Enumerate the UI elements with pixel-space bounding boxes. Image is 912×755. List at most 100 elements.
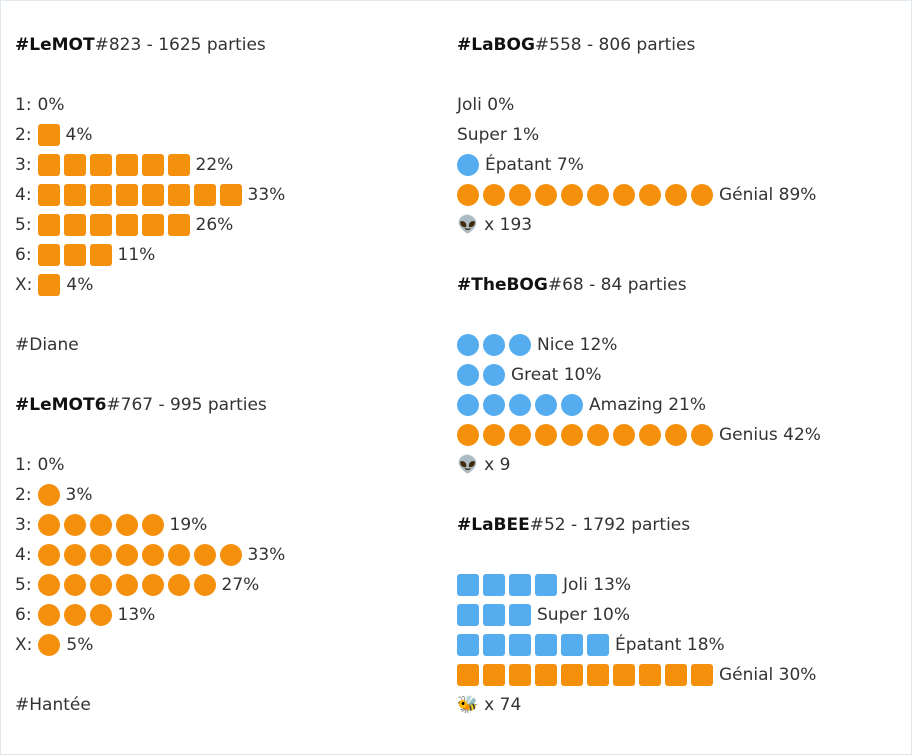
emoji-icon — [587, 184, 609, 206]
row-text: x 74 — [484, 695, 522, 715]
emoji-icon — [89, 214, 112, 236]
row-text: 33% — [247, 545, 286, 565]
result-row: Super 10% — [457, 600, 630, 630]
emoji-icon — [535, 664, 557, 686]
result-row: X: 5% — [15, 630, 93, 660]
emoji-icon — [37, 604, 60, 626]
row-prefix: 4: — [15, 545, 32, 565]
emoji-icon — [141, 544, 164, 566]
emoji-icon — [457, 334, 479, 356]
emoji-icon — [561, 394, 583, 416]
row-text: Génial 89% — [719, 185, 817, 205]
result-row: Génial 30% — [457, 660, 816, 690]
emoji-icon — [115, 574, 138, 596]
emoji-icon — [483, 664, 505, 686]
emoji-icon — [89, 574, 112, 596]
emoji-icon — [691, 184, 713, 206]
emoji-icon — [219, 544, 242, 566]
emoji-icon — [115, 214, 138, 236]
emoji-icon — [561, 424, 583, 446]
emoji-icon — [483, 424, 505, 446]
emoji-icon — [37, 184, 60, 206]
hashtag: #TheBOG — [457, 275, 548, 295]
row-prefix: 5: — [15, 215, 32, 235]
row-text: Épatant 7% — [485, 155, 584, 175]
row-text: 26% — [195, 215, 234, 235]
emoji-icon — [665, 424, 687, 446]
emoji-icon — [457, 634, 479, 656]
emoji-icon — [535, 424, 557, 446]
emoji-icon — [483, 574, 505, 596]
emoji-icon — [457, 604, 479, 626]
emoji-icon — [141, 184, 164, 206]
emoji-icon — [613, 664, 635, 686]
emoji-icon — [167, 574, 190, 596]
result-row: 6: 11% — [15, 240, 155, 270]
emoji-icon — [37, 484, 60, 506]
hashtag: #LeMOT6 — [15, 395, 107, 415]
emoji-icon — [89, 604, 112, 626]
result-row: 5: 26% — [15, 210, 233, 240]
result-row: Joli 13% — [457, 570, 631, 600]
emoji-icon — [561, 184, 583, 206]
emoji-icon — [141, 214, 164, 236]
row-text: Amazing 21% — [589, 395, 707, 415]
emoji-icon — [457, 364, 479, 386]
emoji-icon — [63, 514, 86, 536]
block-header: #LaBEE #52 - 1792 parties — [457, 510, 690, 540]
result-row: 4: 33% — [15, 540, 285, 570]
row-text: Nice 12% — [537, 335, 618, 355]
result-row: 2: 3% — [15, 480, 93, 510]
emoji-icon — [37, 574, 60, 596]
emoji-icon — [167, 214, 190, 236]
emoji-icon — [509, 604, 531, 626]
emoji-icon — [639, 664, 661, 686]
emoji-icon — [63, 184, 86, 206]
row-text: Super 10% — [537, 605, 630, 625]
emoji-icon — [167, 544, 190, 566]
result-row: 👽 x 193 — [457, 210, 532, 240]
result-row: Génial 89% — [457, 180, 816, 210]
row-prefix: 3: — [15, 515, 32, 535]
header-info: #558 - 806 parties — [534, 35, 696, 55]
row-text: Épatant 18% — [615, 635, 725, 655]
row-text: 3% — [65, 485, 93, 505]
emoji-icon — [115, 154, 138, 176]
emoji-icon — [457, 184, 479, 206]
row-text: 13% — [117, 605, 156, 625]
emoji-icon — [509, 394, 531, 416]
row-text: 11% — [117, 245, 156, 265]
header-info: #767 - 995 parties — [106, 395, 267, 415]
emoji-icon — [665, 664, 687, 686]
block-header: #TheBOG #68 - 84 parties — [457, 270, 687, 300]
emoji-icon — [89, 544, 112, 566]
emoji-icon — [89, 514, 112, 536]
row-text: 5% — [66, 635, 94, 655]
row-prefix: 1: — [15, 455, 32, 475]
row-text: 0% — [37, 95, 65, 115]
emoji-icon — [639, 424, 661, 446]
emoji-icon — [561, 664, 583, 686]
row-prefix: X: — [15, 275, 33, 295]
emoji-icon — [167, 154, 190, 176]
row-prefix: 6: — [15, 605, 32, 625]
row-text: 27% — [221, 575, 260, 595]
row-text: 22% — [195, 155, 234, 175]
result-row: Super 1% — [457, 120, 539, 150]
emoji-icon — [691, 424, 713, 446]
result-row: 👽 x 9 — [457, 450, 510, 480]
emoji-icon — [457, 664, 479, 686]
hashtag-line: #Hantée — [15, 690, 91, 720]
emoji-icon — [38, 274, 61, 296]
emoji-icon — [193, 544, 216, 566]
emoji-icon — [63, 154, 86, 176]
row-prefix: 2: — [15, 125, 32, 145]
result-row: 6: 13% — [15, 600, 155, 630]
hashtag-line: #Diane — [15, 330, 79, 360]
row-prefix: 👽 — [457, 455, 479, 475]
emoji-icon — [37, 544, 60, 566]
result-row: Nice 12% — [457, 330, 617, 360]
emoji-icon — [691, 664, 713, 686]
emoji-icon — [535, 634, 557, 656]
row-prefix: 🐝 — [457, 695, 479, 715]
